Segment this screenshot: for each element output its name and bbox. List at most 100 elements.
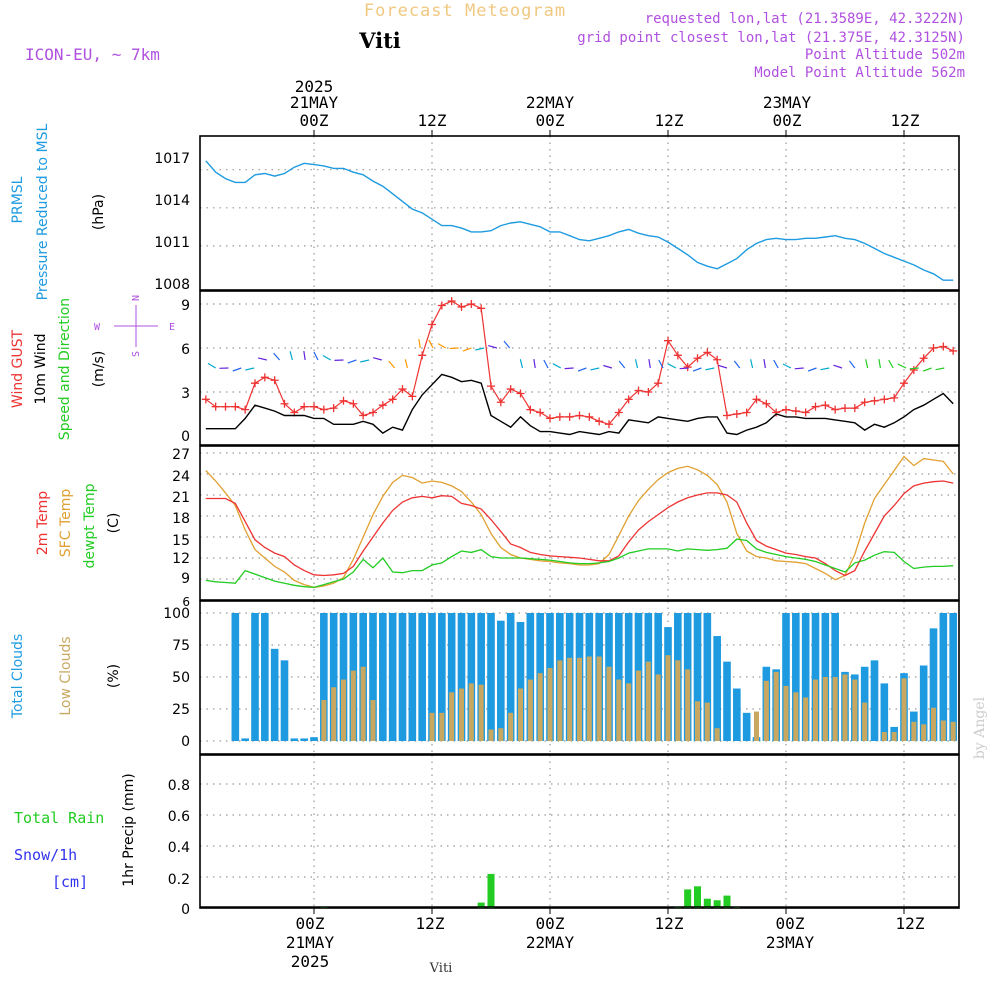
gust-point bbox=[349, 399, 358, 408]
gust-point bbox=[310, 402, 318, 411]
low-cloud-bar bbox=[891, 732, 897, 741]
wind-direction-arrow bbox=[848, 360, 856, 369]
gust-point bbox=[900, 379, 908, 388]
gust-point bbox=[487, 382, 495, 391]
wind-direction-arrow bbox=[347, 359, 357, 364]
wind-direction-arrow bbox=[313, 351, 319, 361]
total-cloud-bar bbox=[428, 613, 436, 741]
total-cloud-bar bbox=[457, 613, 466, 741]
wind-unit: (m/s) bbox=[91, 351, 107, 388]
total-cloud-bar bbox=[339, 613, 348, 741]
total-cloud-bar bbox=[231, 613, 240, 741]
low-cloud-bar bbox=[439, 712, 445, 741]
wind-direction-arrow bbox=[692, 367, 702, 372]
wind-direction-arrow bbox=[782, 363, 792, 369]
gust-point bbox=[909, 366, 918, 374]
pressure-ytick-4: 1008 bbox=[154, 277, 190, 293]
gust-point bbox=[693, 354, 702, 363]
total-cloud-bar bbox=[801, 613, 810, 741]
wind-direction-arrow bbox=[519, 359, 524, 369]
wind-direction-arrow bbox=[705, 367, 715, 371]
gust-point bbox=[782, 405, 790, 414]
gust-point bbox=[624, 395, 633, 404]
gust-point bbox=[280, 399, 289, 408]
low-cloud-bar bbox=[527, 679, 533, 741]
bottom-tick-label-3: 00Z bbox=[536, 914, 565, 933]
gust-point bbox=[821, 401, 830, 410]
wind-direction-arrow bbox=[679, 367, 689, 370]
low-cloud-bar bbox=[478, 684, 484, 741]
total-cloud-bar bbox=[733, 688, 741, 741]
compass-e-label: E bbox=[169, 322, 175, 333]
gust-point bbox=[437, 301, 446, 310]
low-cloud-bar bbox=[616, 679, 622, 741]
low-cloud-bar bbox=[577, 657, 582, 741]
gust-point bbox=[664, 336, 672, 345]
wind-direction-arrow bbox=[909, 367, 919, 370]
low-cloud-bar bbox=[714, 728, 720, 741]
temp-panel-frame bbox=[199, 445, 960, 601]
gust-point bbox=[319, 405, 328, 414]
total-cloud-bar bbox=[782, 613, 790, 741]
wind-ytick-3: 3 bbox=[181, 386, 190, 402]
low-cloud-bar bbox=[645, 661, 651, 741]
top-tick-label-3: 00Z bbox=[536, 111, 565, 130]
temp-label-3: dewpt Temp bbox=[82, 483, 98, 568]
rain-label: Total Rain bbox=[14, 809, 104, 827]
snow-label: Snow/1h bbox=[14, 846, 77, 864]
total-cloud-bar bbox=[438, 613, 446, 741]
low-cloud-bar bbox=[793, 692, 799, 741]
clouds-label-2: Low Clouds bbox=[58, 636, 74, 715]
low-cloud-bar bbox=[832, 677, 838, 741]
low-cloud-bar bbox=[783, 685, 789, 741]
total-cloud-bar bbox=[811, 613, 820, 741]
wind-label-2: 10m Wind bbox=[33, 333, 49, 404]
gust-point bbox=[605, 420, 613, 429]
low-cloud-bar bbox=[557, 660, 563, 741]
footer-location: Viti bbox=[429, 961, 453, 976]
wind-ytick-4: 0 bbox=[181, 429, 190, 445]
gust-point bbox=[575, 411, 584, 420]
low-cloud-bar bbox=[626, 683, 632, 741]
wind-speed-line bbox=[205, 373, 954, 436]
gust-point bbox=[516, 389, 525, 398]
total-cloud-bar bbox=[919, 665, 928, 741]
total-cloud-bar bbox=[792, 613, 800, 741]
wind-direction-arrow bbox=[289, 351, 293, 361]
clouds-unit: (%) bbox=[106, 664, 122, 688]
total-cloud-bar bbox=[693, 613, 702, 741]
gust-point bbox=[388, 395, 397, 404]
total-cloud-bar bbox=[447, 613, 456, 741]
gust-point bbox=[841, 404, 849, 413]
gust-point bbox=[251, 379, 259, 388]
wind-direction-arrow bbox=[360, 359, 370, 363]
gust-point bbox=[919, 354, 928, 363]
low-cloud-bar bbox=[950, 721, 956, 741]
snow-unit-label: [cm] bbox=[52, 873, 88, 891]
total-cloud-bar bbox=[408, 613, 417, 741]
wind-direction-arrow bbox=[207, 362, 216, 369]
gust-point bbox=[723, 411, 731, 420]
low-cloud-bar bbox=[842, 674, 848, 741]
total-cloud-bar bbox=[261, 613, 269, 741]
wind-direction-arrow bbox=[257, 357, 267, 361]
wind-direction-arrow bbox=[773, 359, 779, 369]
precip-ytick-2: 0.6 bbox=[168, 809, 190, 825]
wind-direction-arrow bbox=[449, 347, 459, 350]
total-cloud-bar bbox=[369, 613, 377, 741]
low-cloud-bar bbox=[763, 680, 769, 741]
total-cloud-bar bbox=[939, 613, 948, 741]
rain-bar bbox=[684, 889, 692, 908]
low-cloud-bar bbox=[754, 711, 759, 741]
gust-point bbox=[339, 396, 348, 405]
wind-direction-arrow bbox=[618, 360, 626, 369]
low-cloud-bar bbox=[665, 655, 671, 741]
precip-ytick-1: 0.8 bbox=[168, 778, 190, 794]
wind-direction-arrow bbox=[388, 360, 396, 369]
gust-point bbox=[447, 297, 456, 306]
wind-direction-arrow bbox=[533, 359, 536, 369]
low-cloud-bar bbox=[331, 687, 337, 741]
temp-label-1: 2m Temp bbox=[35, 491, 51, 555]
clouds-panel-frame bbox=[199, 600, 960, 755]
total-cloud-bar bbox=[949, 613, 957, 741]
